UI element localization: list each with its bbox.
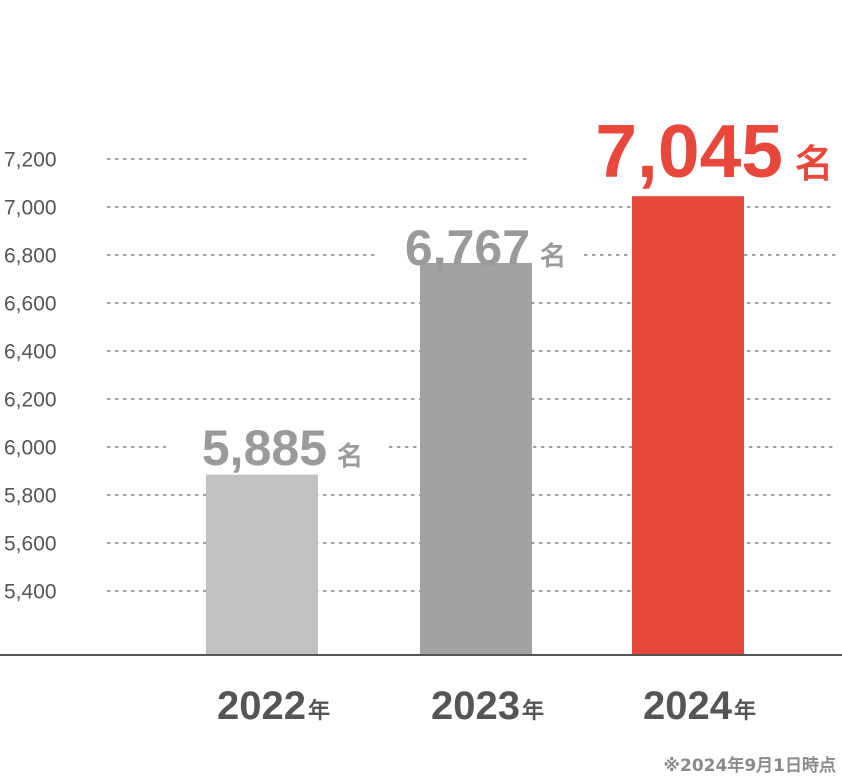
bars — [206, 196, 744, 655]
value-label-2022: 5,885 名 — [202, 420, 363, 476]
x-tick-suffix: 年 — [522, 698, 544, 724]
y-tick-label: 5,600 — [4, 533, 57, 556]
value-label-2024: 7,045 名 — [595, 109, 833, 193]
x-tick-year: 2023 — [431, 684, 520, 728]
x-tick-label-2023: 2023 年 — [431, 684, 544, 728]
x-tick-suffix: 年 — [734, 698, 756, 724]
y-tick-label: 5,800 — [4, 485, 57, 508]
x-tick-year: 2024 — [643, 684, 733, 728]
value-label-number: 5,885 — [202, 420, 327, 476]
y-tick-label: 7,000 — [4, 197, 57, 220]
y-tick-label: 6,600 — [4, 293, 57, 316]
value-labels: 5,885 名 6,767 名 7,045 名 — [202, 109, 833, 476]
bar-2024 — [632, 196, 744, 655]
value-label-number: 6,767 — [405, 220, 530, 276]
y-tick-label: 5,400 — [4, 581, 57, 604]
value-label-2023: 6,767 名 — [405, 220, 566, 276]
y-tick-label: 6,200 — [4, 389, 57, 412]
footnote: ※2024年9月1日時点 — [664, 755, 837, 776]
x-tick-label-2024: 2024 年 — [643, 684, 756, 728]
y-tick-label: 6,800 — [4, 245, 57, 268]
value-label-unit: 名 — [795, 142, 833, 186]
x-tick-suffix: 年 — [308, 698, 330, 724]
bar-2022 — [206, 474, 318, 655]
y-axis-ticks: 5,400 5,600 5,800 6,000 6,200 6,400 6,600 6,800… — [4, 149, 57, 604]
value-label-number: 7,045 — [595, 109, 783, 193]
y-tick-label: 6,400 — [4, 341, 57, 364]
x-tick-year: 2022 — [217, 684, 306, 728]
bar-2023 — [420, 262, 532, 655]
value-label-unit: 名 — [337, 441, 363, 472]
y-tick-label: 6,000 — [4, 437, 57, 460]
x-tick-label-2022: 2022 年 — [217, 684, 330, 728]
x-axis-categories: 2022 年 2023 年 2024 年 — [217, 684, 756, 728]
y-tick-label: 7,200 — [4, 149, 57, 172]
value-label-unit: 名 — [540, 241, 566, 272]
